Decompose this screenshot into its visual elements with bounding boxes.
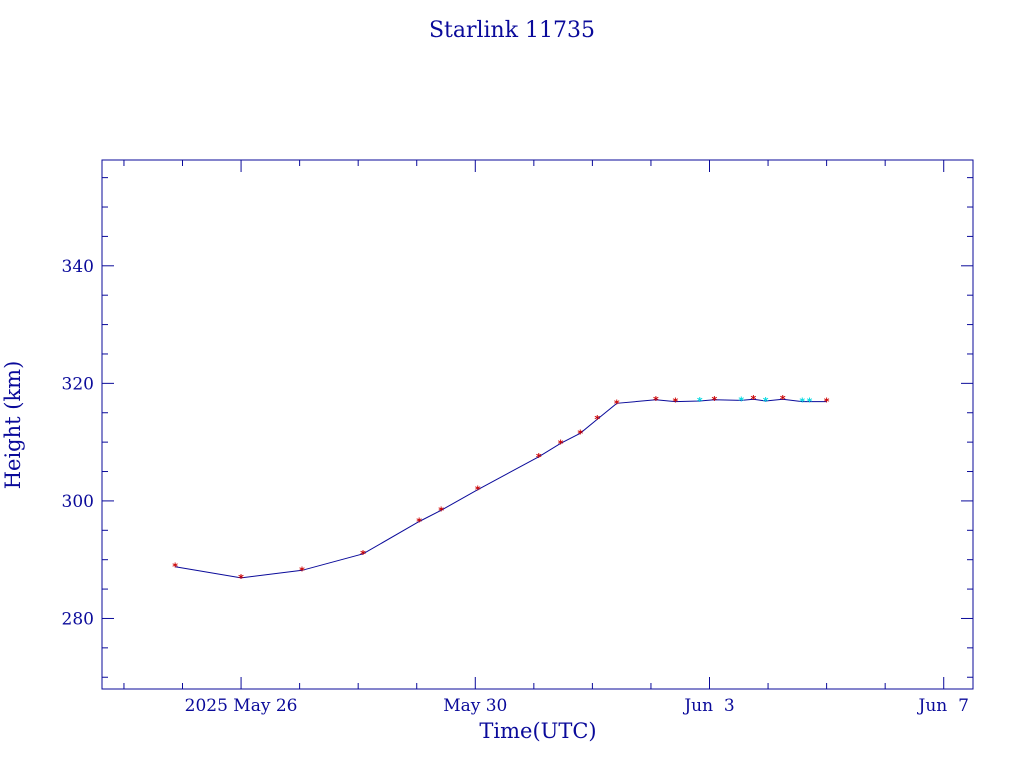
x-tick-label: May 30 <box>443 696 507 716</box>
x-tick-label: 2025 May 26 <box>185 696 298 716</box>
data-point: * <box>360 548 366 561</box>
data-point: * <box>594 413 600 426</box>
data-point: * <box>299 564 305 577</box>
data-point: * <box>438 504 444 517</box>
data-point: * <box>172 561 178 574</box>
y-tick-label: 320 <box>62 374 94 394</box>
data-point: * <box>577 427 583 440</box>
data-point: * <box>536 451 542 464</box>
data-point: * <box>712 394 718 407</box>
plot-frame <box>101 159 974 690</box>
y-tick-label: 280 <box>62 609 94 629</box>
data-point: * <box>558 437 564 450</box>
data-point: * <box>672 396 678 409</box>
tick-labels-layer: 280 300 320 340 2025 May 26 May 30 Jun 3 Jun 7 <box>62 257 969 716</box>
data-point: * <box>751 393 757 406</box>
x-tick-label: Jun 7 <box>917 696 969 716</box>
series-line <box>175 398 827 579</box>
data-layer: * * * * * * * * * * * * * * * * * * * * * * * <box>172 393 829 585</box>
x-axis-label: Time(UTC) <box>479 719 596 743</box>
ticks-layer <box>102 160 973 689</box>
data-point: * <box>738 394 744 407</box>
data-point: * <box>475 484 481 497</box>
data-point: * <box>416 515 422 528</box>
y-axis-label: Height (km) <box>1 361 25 490</box>
data-point: * <box>653 394 659 407</box>
data-point: * <box>697 395 703 408</box>
chart-title: Starlink 11735 <box>429 18 595 43</box>
data-point: * <box>614 397 620 410</box>
data-point: * <box>763 395 769 408</box>
data-point: * <box>807 396 813 409</box>
data-point: * <box>238 572 244 585</box>
y-tick-label: 300 <box>62 492 94 512</box>
data-point: * <box>799 396 805 409</box>
y-tick-label: 340 <box>62 257 94 277</box>
x-tick-label: Jun 3 <box>682 696 734 716</box>
data-point: * <box>824 396 830 409</box>
data-point: * <box>780 393 786 406</box>
